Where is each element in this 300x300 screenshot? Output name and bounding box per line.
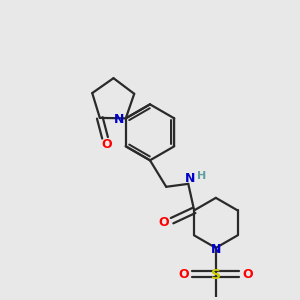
Text: O: O [158, 216, 169, 229]
Text: N: N [114, 113, 124, 126]
Text: N: N [184, 172, 195, 185]
Text: S: S [211, 268, 221, 282]
Text: H: H [197, 171, 206, 181]
Text: O: O [242, 268, 253, 281]
Text: O: O [179, 268, 189, 281]
Text: O: O [102, 139, 112, 152]
Text: N: N [211, 243, 221, 256]
